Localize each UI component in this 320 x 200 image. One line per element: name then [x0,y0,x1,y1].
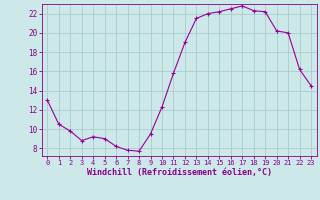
X-axis label: Windchill (Refroidissement éolien,°C): Windchill (Refroidissement éolien,°C) [87,168,272,177]
